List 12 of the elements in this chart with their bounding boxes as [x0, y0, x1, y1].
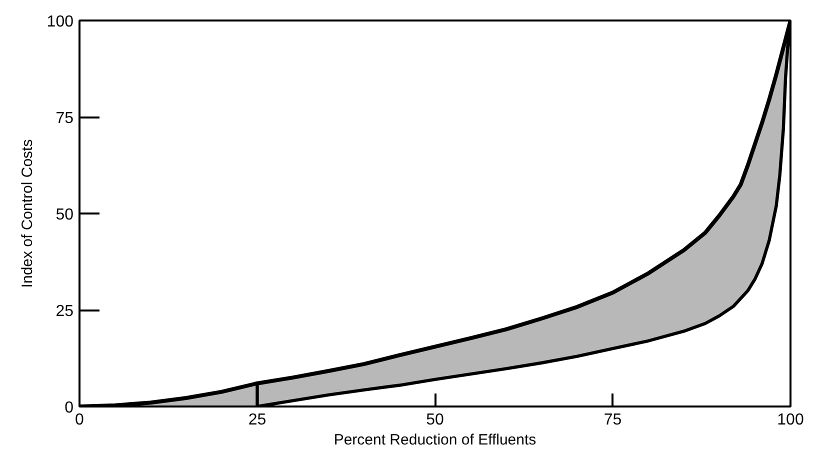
- y-tick-label: 50: [56, 206, 74, 224]
- x-tick-label: 25: [248, 412, 266, 428]
- x-tick-label: 0: [75, 412, 84, 428]
- y-tick-label: 25: [56, 303, 74, 320]
- x-tick-label: 50: [426, 412, 444, 428]
- x-tick-label: 75: [604, 412, 622, 428]
- y-tick-label: 100: [46, 14, 74, 30]
- y-tick-label: 0: [64, 400, 74, 416]
- y-axis-title: Index of Control Costs: [18, 139, 36, 288]
- x-tick-label: 100: [777, 412, 804, 428]
- y-tick-label: 75: [56, 110, 74, 127]
- x-axis-title: Percent Reduction of Effluents: [334, 432, 536, 448]
